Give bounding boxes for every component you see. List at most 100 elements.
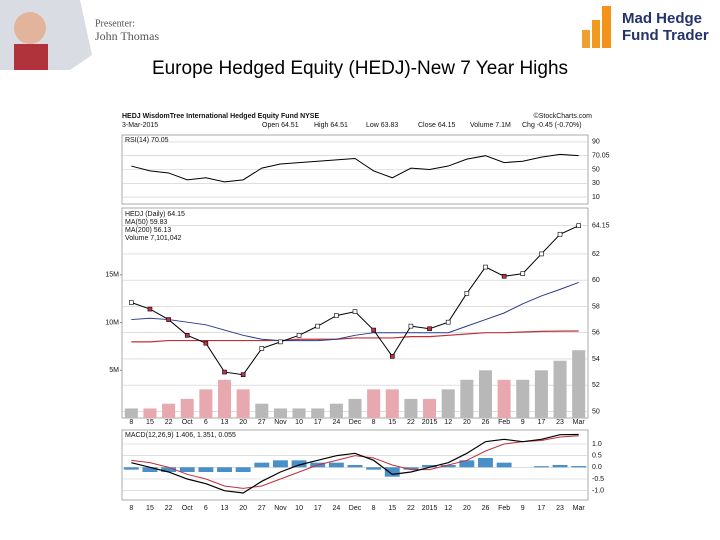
- volume-bar: [441, 389, 455, 418]
- y-tick-label: 64.15: [592, 223, 610, 230]
- volume-bar: [367, 389, 381, 418]
- chart-date: 3-Mar-2015: [122, 122, 158, 129]
- chart-source: ©StockCharts.com: [534, 112, 593, 120]
- macd-histogram-bar: [328, 462, 344, 468]
- x-tick-label: 22: [407, 505, 415, 512]
- volume-bar: [534, 370, 548, 418]
- x-tick-label: 6: [204, 505, 208, 512]
- x-tick-label: 20: [239, 419, 247, 426]
- y-tick-label: -0.5: [592, 476, 604, 483]
- price-candle: [129, 300, 134, 305]
- y-tick-label: 10: [592, 194, 600, 201]
- macd-signal-line: [131, 435, 579, 489]
- volume-bar: [236, 389, 250, 418]
- rsi-line: [131, 153, 579, 183]
- macd-histogram-bar: [533, 466, 549, 468]
- price-candle: [389, 354, 395, 359]
- price-candle: [371, 327, 376, 333]
- price-candle: [278, 339, 283, 345]
- x-tick-label: Nov: [274, 505, 287, 512]
- x-tick-label: 2015: [422, 505, 438, 512]
- x-tick-label: Feb: [498, 419, 510, 426]
- x-tick-label: 12: [444, 419, 452, 426]
- volume-bar: [199, 389, 213, 418]
- volume-tick-label: 5M: [109, 367, 119, 374]
- x-tick-label: 23: [556, 419, 564, 426]
- volume-bar: [553, 360, 567, 418]
- macd-histogram-bar: [291, 460, 307, 468]
- price-candle: [352, 309, 358, 314]
- macd-histogram-bar: [366, 467, 382, 470]
- price-candle: [483, 264, 488, 270]
- volume-bar: [478, 370, 493, 418]
- chart-heading: HEDJ WisdomTree International Hedged Equ…: [122, 113, 319, 120]
- volume-bar: [460, 379, 474, 418]
- volume-bar: [385, 389, 399, 418]
- y-tick-label: 90: [592, 139, 600, 146]
- volume-bar: [516, 379, 530, 418]
- y-tick-label: 1.0: [592, 441, 602, 448]
- x-tick-label: 6: [204, 419, 208, 426]
- y-tick-label: 30: [592, 180, 600, 187]
- logo-bars: [582, 6, 611, 48]
- x-tick-label: 8: [372, 419, 376, 426]
- x-tick-label: 15: [388, 505, 396, 512]
- macd-histogram-bar: [254, 462, 270, 468]
- x-tick-label: 27: [258, 419, 266, 426]
- x-tick-label: 20: [463, 419, 471, 426]
- volume-bar: [217, 379, 232, 418]
- x-tick-label: 8: [129, 419, 133, 426]
- x-tick-label: 13: [221, 419, 229, 426]
- photo-face: [14, 12, 46, 44]
- y-tick-label: 50: [592, 166, 600, 173]
- x-tick-label: 20: [239, 505, 247, 512]
- macd-histogram-bar: [179, 467, 195, 472]
- volume-bar: [180, 398, 194, 418]
- quote-field: Chg -0.45 (-0.70%): [522, 122, 582, 129]
- price-candle: [259, 346, 265, 351]
- price-candle: [296, 333, 302, 338]
- macd-histogram-bar: [161, 467, 177, 472]
- x-tick-label: 22: [407, 419, 415, 426]
- x-tick-label: 9: [521, 505, 525, 512]
- legend-entry: Volume 7,101,042: [125, 235, 182, 242]
- price-candle: [557, 231, 563, 237]
- macd-line: [131, 433, 579, 494]
- macd-histogram-bar: [496, 462, 512, 468]
- presenter-label: Presenter:: [95, 18, 135, 29]
- volume-bar: [162, 403, 176, 418]
- macd-histogram-bar: [403, 467, 419, 470]
- x-tick-label: 17: [538, 505, 546, 512]
- x-tick-label: 24: [332, 505, 340, 512]
- presenter-name: John Thomas: [95, 29, 159, 43]
- price-candle: [334, 313, 339, 318]
- volume-bar: [124, 408, 138, 418]
- macd-histogram-bar: [478, 458, 493, 468]
- panel-frame: [121, 429, 589, 501]
- volume-bar: [273, 408, 287, 418]
- quote-field: Open 64.51: [262, 122, 299, 129]
- x-tick-label: Mar: [573, 505, 586, 512]
- x-tick-label: 24: [332, 419, 340, 426]
- price-candle: [539, 251, 544, 257]
- macd-histogram-bar: [459, 460, 475, 468]
- volume-bar: [311, 408, 325, 418]
- x-tick-label: Dec: [349, 419, 362, 426]
- x-tick-label: 8: [372, 505, 376, 512]
- x-tick-label: 15: [146, 419, 154, 426]
- volume-bar: [143, 408, 157, 418]
- x-tick-label: 20: [463, 505, 471, 512]
- price-candle: [222, 369, 227, 375]
- x-tick-label: 22: [165, 505, 173, 512]
- x-tick-label: 15: [388, 419, 396, 426]
- macd-histogram-bar: [571, 466, 587, 468]
- x-tick-label: 10: [295, 505, 303, 512]
- x-tick-label: Oct: [182, 419, 193, 426]
- quote-field: High 64.51: [314, 122, 348, 129]
- macd-histogram-bar: [235, 467, 251, 472]
- x-tick-label: 17: [538, 419, 546, 426]
- x-tick-label: 23: [556, 505, 564, 512]
- y-tick-label: 70.05: [592, 153, 610, 160]
- price-candle: [240, 372, 246, 377]
